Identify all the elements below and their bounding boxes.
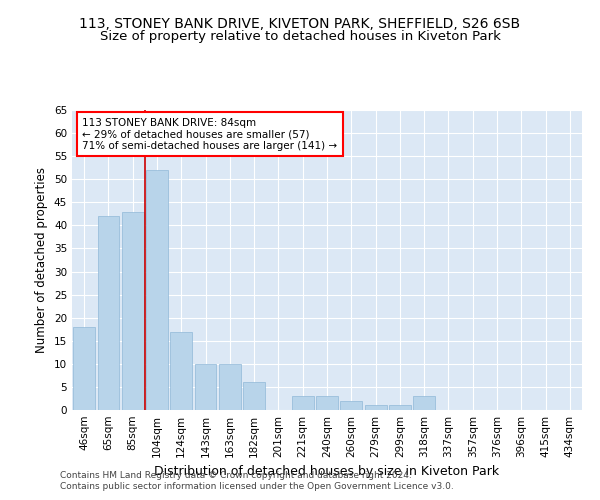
Text: Contains HM Land Registry data © Crown copyright and database right 2024.: Contains HM Land Registry data © Crown c…: [60, 471, 412, 480]
Y-axis label: Number of detached properties: Number of detached properties: [35, 167, 49, 353]
Bar: [413, 396, 435, 410]
Bar: [389, 406, 411, 410]
Bar: [73, 327, 95, 410]
X-axis label: Distribution of detached houses by size in Kiveton Park: Distribution of detached houses by size …: [154, 466, 500, 478]
Bar: [122, 212, 143, 410]
Text: 113 STONEY BANK DRIVE: 84sqm
← 29% of detached houses are smaller (57)
71% of se: 113 STONEY BANK DRIVE: 84sqm ← 29% of de…: [82, 118, 337, 150]
Bar: [97, 216, 119, 410]
Text: Size of property relative to detached houses in Kiveton Park: Size of property relative to detached ho…: [100, 30, 500, 43]
Text: 113, STONEY BANK DRIVE, KIVETON PARK, SHEFFIELD, S26 6SB: 113, STONEY BANK DRIVE, KIVETON PARK, SH…: [79, 18, 521, 32]
Text: Contains public sector information licensed under the Open Government Licence v3: Contains public sector information licen…: [60, 482, 454, 491]
Bar: [340, 401, 362, 410]
Bar: [316, 396, 338, 410]
Bar: [146, 170, 168, 410]
Bar: [243, 382, 265, 410]
Bar: [365, 406, 386, 410]
Bar: [219, 364, 241, 410]
Bar: [194, 364, 217, 410]
Bar: [170, 332, 192, 410]
Bar: [292, 396, 314, 410]
